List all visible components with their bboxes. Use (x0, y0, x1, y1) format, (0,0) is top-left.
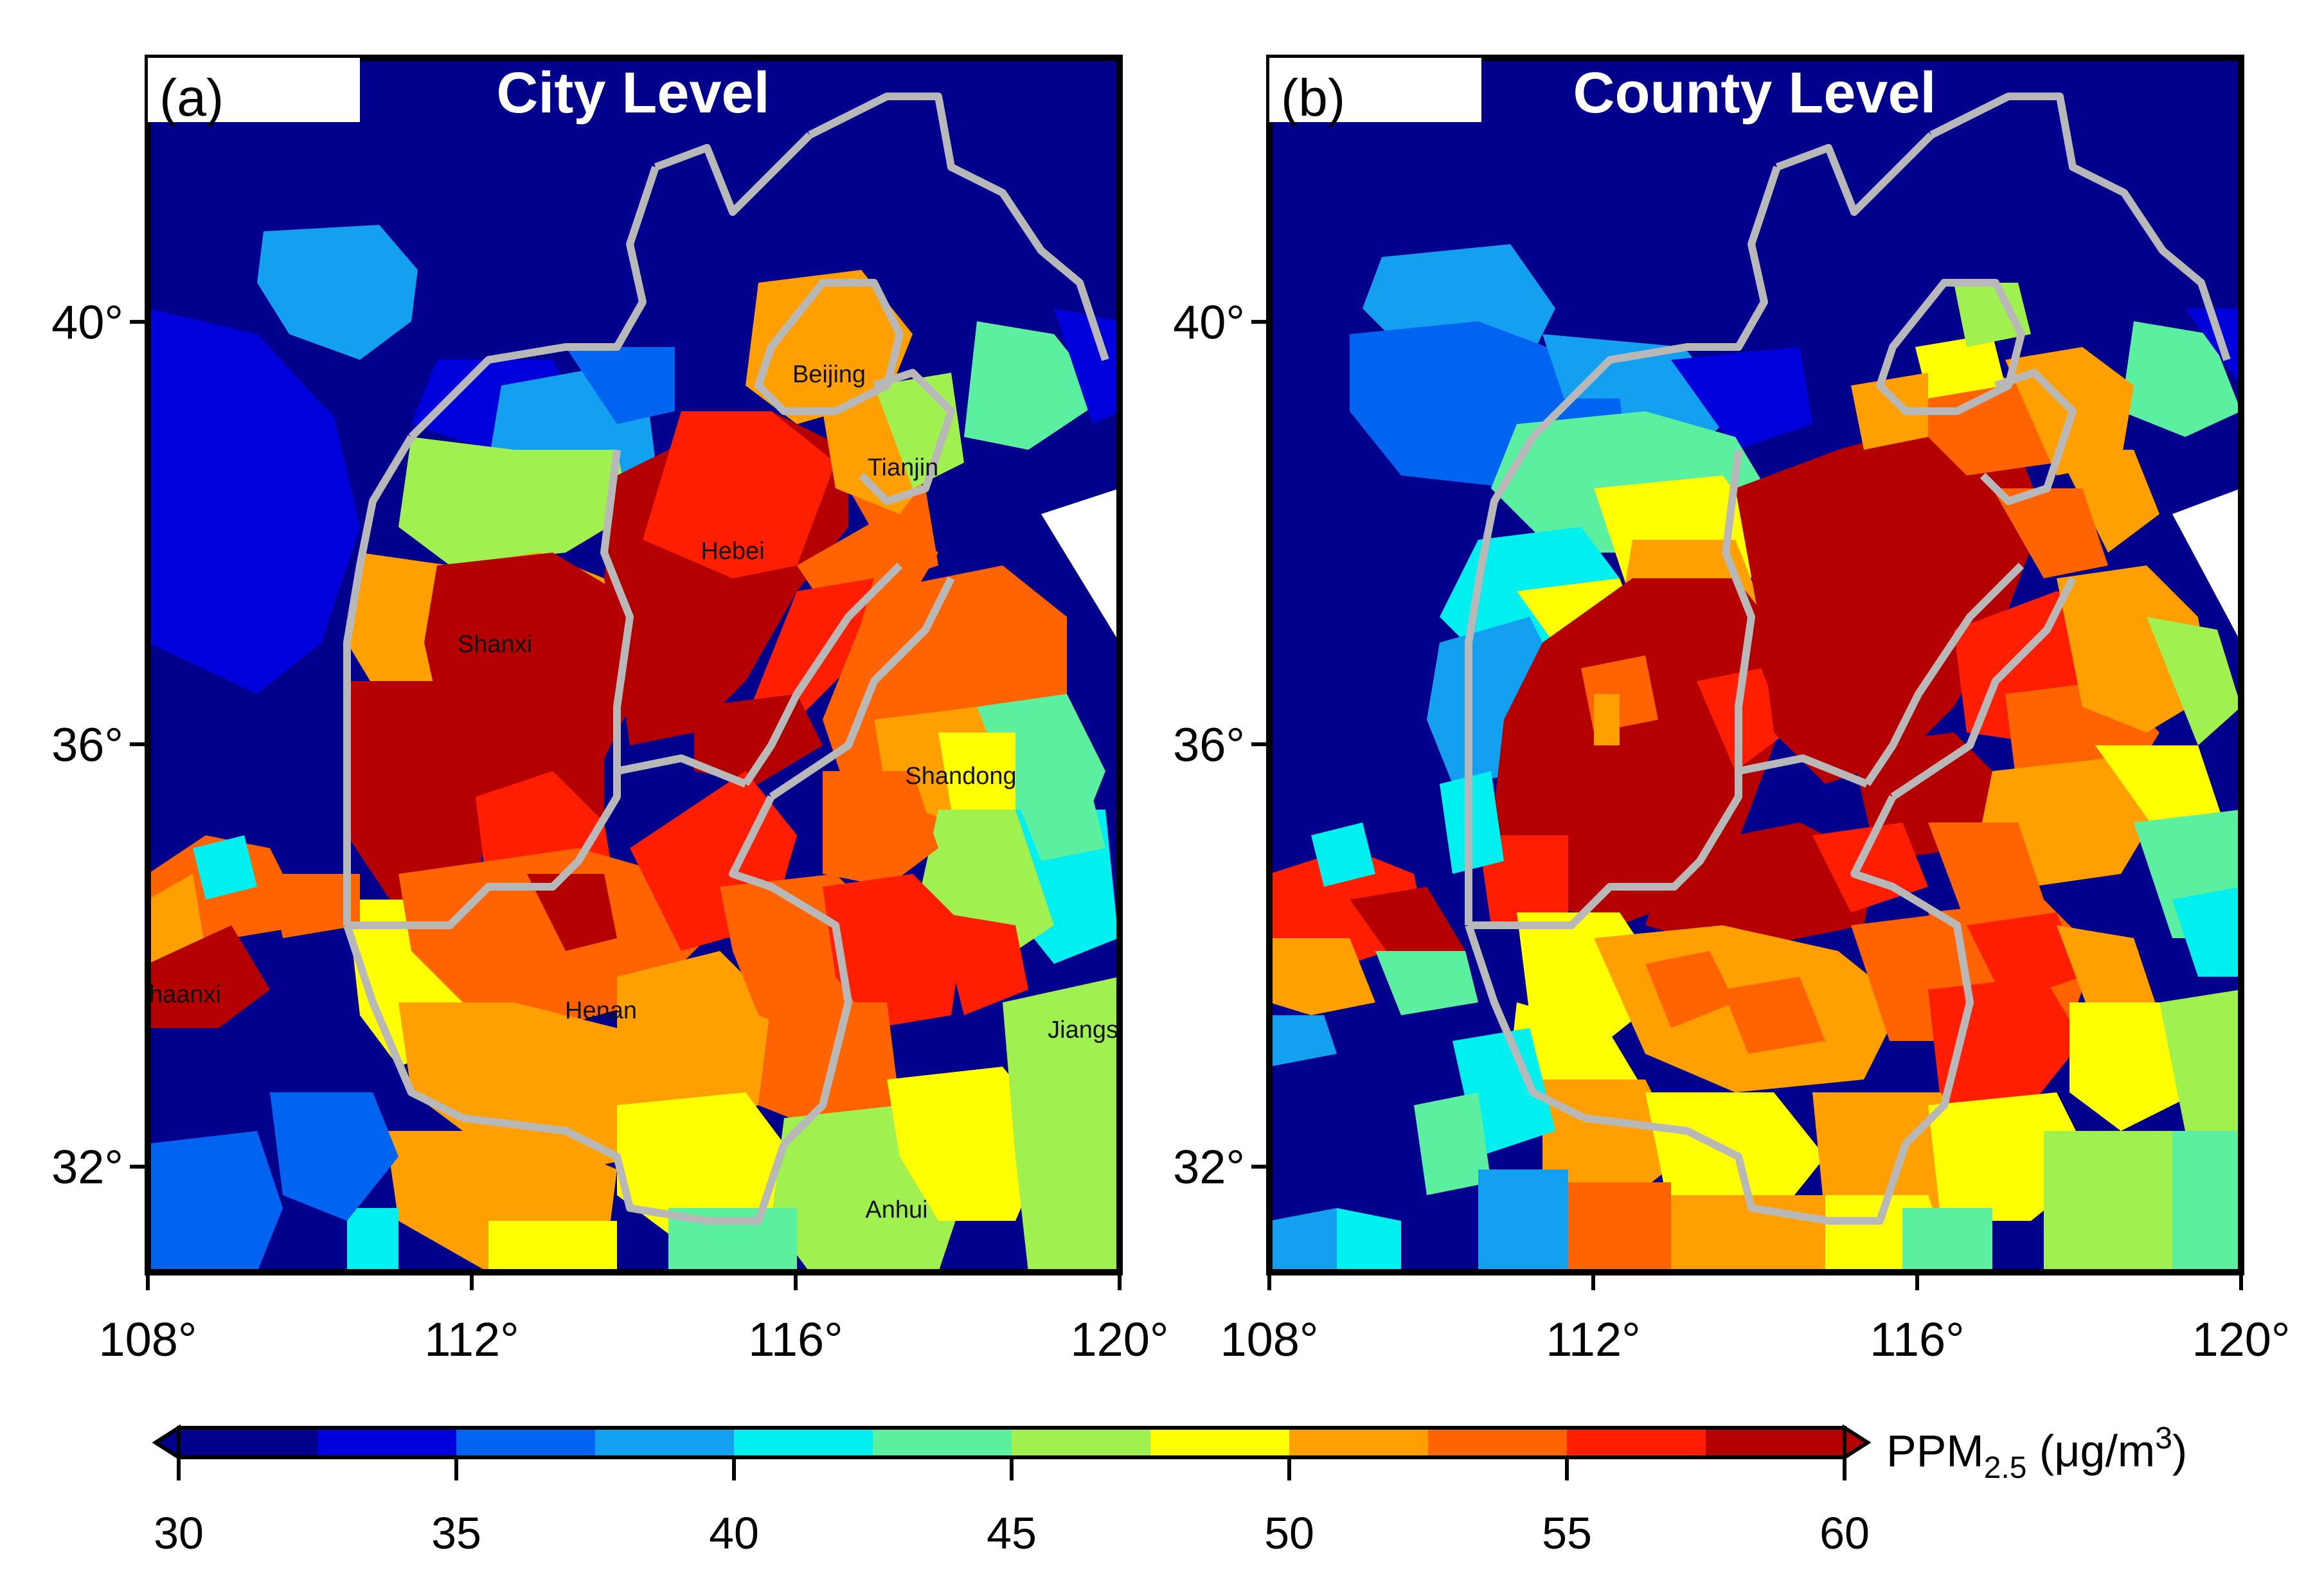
lat-tick-label: 36° (51, 718, 123, 771)
colorbar-tick-label: 50 (1264, 1508, 1314, 1558)
province-label-tianjin: Tianjin (868, 454, 939, 481)
colorbar-cell (1289, 1428, 1429, 1457)
province-label-beijing: Beijing (792, 361, 866, 388)
colorbar-cell (1567, 1428, 1706, 1457)
panel-frame (145, 55, 1123, 1275)
province-label-henan: Henan (565, 997, 637, 1024)
colorbar-cell (1150, 1428, 1290, 1457)
province-label-shandong: Shandong (905, 763, 1016, 790)
province-label-hebei: Hebei (701, 538, 764, 565)
colorbar-cell (456, 1428, 596, 1457)
map-regions (1269, 58, 2241, 1272)
lon-tick-label: 108° (98, 1313, 197, 1366)
colorbar-cell (1428, 1428, 1568, 1457)
province-label-jiangsu: Jiangs (1048, 1017, 1118, 1044)
colorbar-cell (1706, 1428, 1845, 1457)
colorbar-cell (317, 1428, 457, 1457)
colorbar-label: PPM2.5 (μg/m3) (1886, 1421, 2187, 1485)
province-labels: Beijing Tianjin Hebei Shanxi Shandong He… (149, 361, 1118, 1223)
lon-tick-label: 120° (2192, 1313, 2290, 1366)
lon-tick-label: 116° (748, 1313, 843, 1366)
province-label-shaanxi: haanxi (149, 981, 221, 1008)
panel-frame (1266, 55, 2244, 1275)
lat-tick-label: 32° (51, 1141, 123, 1194)
lat-tick-label: 36° (1173, 718, 1245, 771)
colorbar-cell (179, 1428, 318, 1457)
lon-tick-label: 116° (1870, 1313, 1965, 1366)
panel-title: County Level (1573, 61, 1936, 125)
colorbar-cell (1012, 1428, 1151, 1457)
colorbar-tick-label: 35 (431, 1508, 481, 1558)
lon-tick-label: 112° (1546, 1313, 1641, 1366)
map-regions (148, 58, 1120, 1272)
colorbar-max-arrow (1843, 1424, 1872, 1461)
label-backdrop (1269, 58, 1481, 122)
lat-tick-label: 32° (1173, 1141, 1245, 1194)
colorbar-cell (595, 1428, 735, 1457)
colorbar-min-arrow (152, 1424, 181, 1461)
label-backdrop (148, 58, 360, 122)
panel-county-level: (b) County Level 108° 112° 116° 120° 40° 36° 3… (1173, 55, 2291, 1366)
colorbar-cell (873, 1428, 1012, 1457)
panel-title: City Level (496, 61, 769, 125)
lon-tick-label: 120° (1070, 1313, 1168, 1366)
axes-a: 108° 112° 116° 120° 40° 36° 32° (51, 296, 1168, 1366)
colorbar: 30 35 40 45 50 55 60 PPM2.5 (μg/m3) (152, 1421, 2187, 1558)
colorbar-tick-label: 55 (1542, 1508, 1592, 1558)
colorbar-ticks: 30 35 40 45 50 55 60 (154, 1457, 1870, 1558)
province-label-anhui: Anhui (865, 1196, 927, 1223)
colorbar-tick-label: 40 (709, 1508, 759, 1558)
colorbar-tick-label: 45 (987, 1508, 1037, 1558)
panel-label: (a) (159, 69, 224, 127)
lon-tick-label: 108° (1220, 1313, 1318, 1366)
panel-city-level: (a) City Level Beijing Tianjin Hebei Sha… (51, 55, 1169, 1366)
panel-label: (b) (1281, 69, 1345, 127)
axes-b: 108° 112° 116° 120° 40° 36° 32° (1173, 296, 2290, 1366)
colorbar-cells (152, 1424, 1872, 1461)
lat-tick-label: 40° (1173, 296, 1245, 349)
colorbar-cell (734, 1428, 873, 1457)
lat-tick-label: 40° (51, 296, 123, 349)
lon-tick-label: 112° (424, 1313, 519, 1366)
province-label-shanxi: Shanxi (458, 631, 532, 658)
colorbar-tick-label: 30 (154, 1508, 204, 1558)
colorbar-tick-label: 60 (1819, 1508, 1870, 1558)
